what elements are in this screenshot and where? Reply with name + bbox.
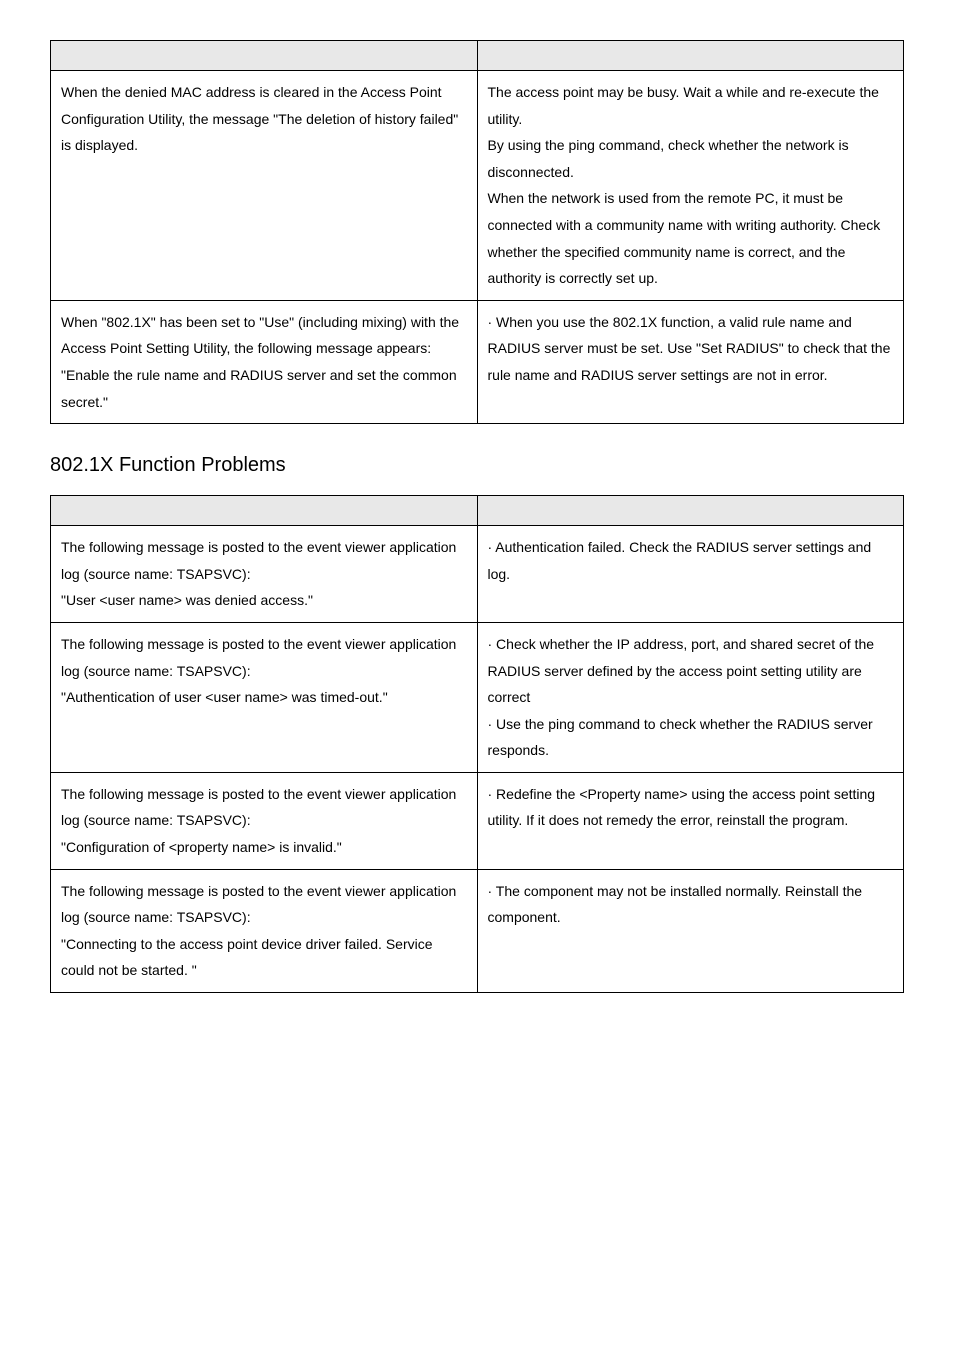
table-1: When the denied MAC address is cleared i… — [50, 40, 904, 424]
table-1-row-1-right: · When you use the 802.1X function, a va… — [477, 300, 904, 423]
table-1-header-right — [477, 41, 904, 71]
table-2-row-2-left: The following message is posted to the e… — [51, 772, 478, 869]
table-2-row-3-right: · The component may not be installed nor… — [477, 869, 904, 992]
table-1-row-1-left: When "802.1X" has been set to "Use" (inc… — [51, 300, 478, 423]
table-1-row-0-left: When the denied MAC address is cleared i… — [51, 71, 478, 301]
table-1-header-left — [51, 41, 478, 71]
table-1-body: When the denied MAC address is cleared i… — [51, 71, 904, 424]
table-2-body: The following message is posted to the e… — [51, 526, 904, 993]
section-title: 802.1X Function Problems — [50, 454, 904, 477]
table-2-row-3-left: The following message is posted to the e… — [51, 869, 478, 992]
table-1-row-0-right: The access point may be busy. Wait a whi… — [477, 71, 904, 301]
table-2-row-1-right: · Check whether the IP address, port, an… — [477, 622, 904, 772]
table-row: The following message is posted to the e… — [51, 772, 904, 869]
table-row: The following message is posted to the e… — [51, 622, 904, 772]
table-2-row-1-left: The following message is posted to the e… — [51, 622, 478, 772]
table-2: The following message is posted to the e… — [50, 495, 904, 993]
table-2-row-0-left: The following message is posted to the e… — [51, 526, 478, 623]
table-2-row-2-right: · Redefine the <Property name> using the… — [477, 772, 904, 869]
table-2-header-left — [51, 496, 478, 526]
table-2-header-right — [477, 496, 904, 526]
table-row: The following message is posted to the e… — [51, 526, 904, 623]
table-row: When "802.1X" has been set to "Use" (inc… — [51, 300, 904, 423]
table-row: When the denied MAC address is cleared i… — [51, 71, 904, 301]
table-row: The following message is posted to the e… — [51, 869, 904, 992]
table-2-row-0-right: · Authentication failed. Check the RADIU… — [477, 526, 904, 623]
